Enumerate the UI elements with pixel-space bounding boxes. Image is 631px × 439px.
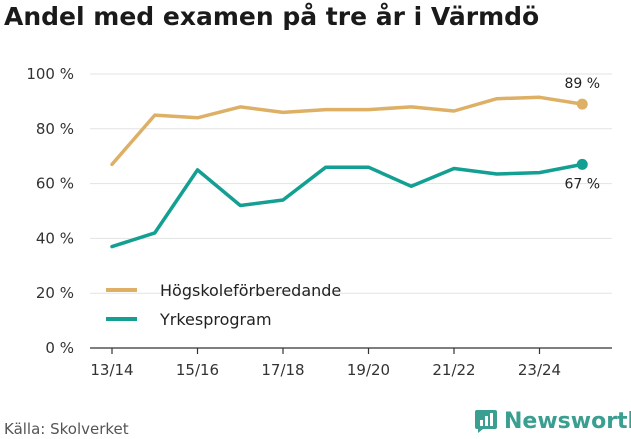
x-tick-label: 23/24	[518, 361, 561, 379]
x-tick-label: 21/22	[432, 361, 475, 379]
y-tick-label: 60 %	[36, 175, 74, 193]
y-tick-label: 80 %	[36, 120, 74, 138]
series-end-point	[576, 98, 588, 110]
legend-label: Yrkesprogram	[159, 310, 272, 329]
legend-label: Högskoleförberedande	[160, 281, 341, 300]
x-tick-label: 15/16	[176, 361, 219, 379]
grid-lines	[90, 73, 612, 294]
y-axis-ticks: 0 % 20 % 40 % 60 % 80 % 100 %	[26, 65, 74, 357]
brand-logo: Newsworthy	[474, 408, 631, 434]
line-chart: 0 % 20 % 40 % 60 % 80 % 100 % 13/14 15/16 17/18…	[26, 65, 612, 379]
series-end-label: 67 %	[564, 176, 600, 192]
series-line-yrkesprogram	[110, 162, 585, 249]
x-tick-label: 19/20	[347, 361, 390, 379]
y-tick-label: 100 %	[26, 65, 74, 83]
x-axis: 13/14 15/16 17/18 19/20 21/22 23/24	[90, 347, 612, 379]
series-end-label: 89 %	[564, 76, 600, 92]
x-tick-label: 17/18	[261, 361, 304, 379]
chart-title: Andel med examen på tre år i Värmdö	[4, 2, 540, 31]
y-tick-label: 20 %	[36, 284, 74, 302]
source-note: Källa: Skolverket	[4, 420, 129, 438]
series-lines: 89 % 67 %	[110, 76, 600, 249]
y-tick-label: 40 %	[36, 229, 74, 247]
series-end-point	[576, 158, 588, 170]
brand-name: Newsworthy	[504, 408, 631, 434]
series-line-hogskoleforberedande	[110, 95, 585, 167]
y-tick-label: 0 %	[45, 339, 74, 357]
newsworthy-logo-icon	[475, 410, 497, 433]
legend: Högskoleförberedande Yrkesprogram	[106, 281, 341, 329]
x-tick-label: 13/14	[90, 361, 133, 379]
